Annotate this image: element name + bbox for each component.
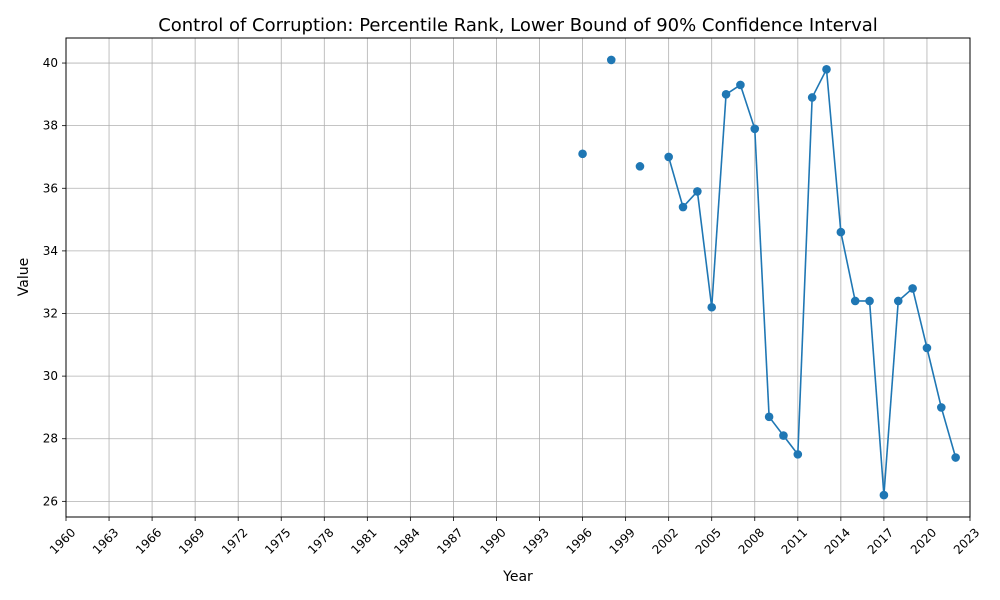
data-point	[879, 490, 889, 500]
data-point	[865, 296, 874, 306]
series-segment	[825, 69, 842, 233]
series-segment	[667, 156, 684, 208]
data-point	[908, 284, 917, 293]
series-segment	[926, 347, 943, 408]
data-point	[721, 90, 731, 99]
data-point	[951, 453, 960, 462]
series-segment	[811, 68, 828, 98]
data-point	[893, 296, 903, 306]
data-points	[578, 55, 960, 500]
data-point	[664, 152, 673, 162]
y-tick-label: 26	[43, 494, 58, 508]
series-segment	[840, 231, 856, 302]
series-segment	[696, 191, 713, 308]
y-tick-label: 40	[43, 56, 58, 70]
series-segment	[940, 407, 957, 458]
grid-lines	[65, 38, 971, 517]
y-tick-label: 38	[43, 119, 58, 133]
series-segment	[797, 97, 813, 455]
data-point	[922, 343, 932, 353]
data-point	[793, 450, 803, 459]
y-axis-title: Value	[16, 258, 32, 296]
data-point	[635, 162, 645, 171]
plot-frame	[65, 37, 971, 518]
data-point	[606, 55, 616, 65]
data-point	[578, 149, 587, 159]
y-tick-label: 36	[43, 181, 58, 195]
data-point	[678, 202, 688, 212]
series-segment	[868, 300, 885, 496]
data-point	[750, 124, 760, 134]
chart-title: Control of Corruption: Percentile Rank, …	[158, 15, 878, 36]
data-point	[707, 302, 717, 312]
series-segment	[710, 94, 727, 308]
series-segment	[883, 300, 900, 496]
y-tick-label: 30	[43, 369, 58, 383]
x-axis-title: Year	[502, 569, 533, 585]
series-segment	[739, 84, 756, 130]
data-point	[693, 187, 702, 196]
series-segment	[753, 128, 770, 417]
y-tick-label: 34	[43, 244, 58, 258]
data-point	[764, 412, 774, 422]
data-point	[850, 296, 860, 306]
y-axis-ticks: 26 28 30 32 34 36 38 40	[43, 56, 66, 508]
data-point	[736, 80, 745, 90]
series-segment	[911, 288, 928, 349]
data-point	[779, 431, 788, 440]
data-point	[822, 65, 831, 74]
y-tick-label: 32	[43, 307, 58, 321]
data-point	[836, 227, 846, 237]
data-point	[807, 93, 817, 102]
y-tick-label: 28	[43, 432, 58, 446]
data-point	[937, 403, 946, 412]
